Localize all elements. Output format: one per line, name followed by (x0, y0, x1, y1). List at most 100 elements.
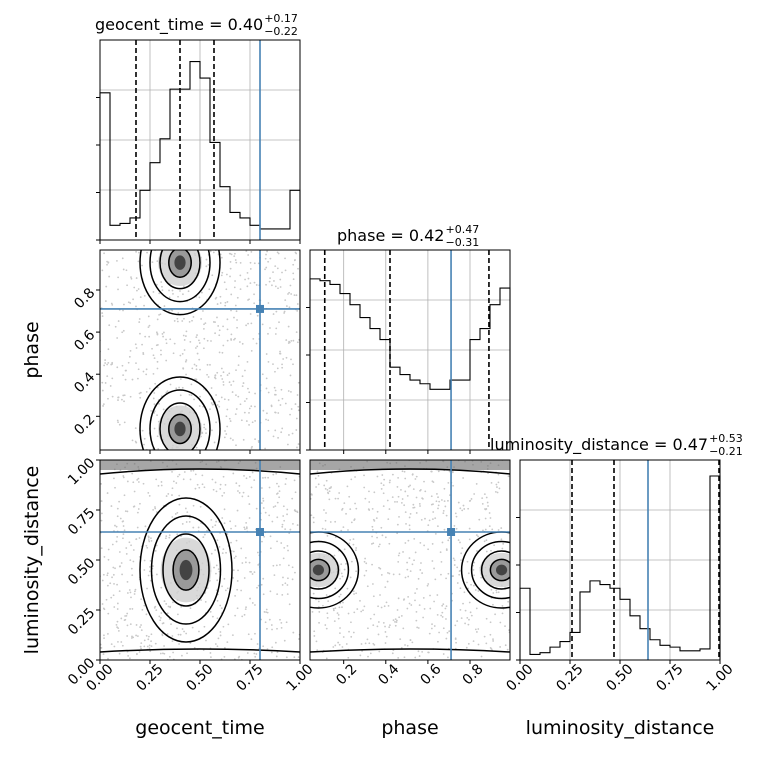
scatter-point (250, 250, 253, 253)
scatter-point (265, 418, 267, 421)
scatter-point (198, 486, 201, 489)
scatter-point (251, 573, 254, 575)
scatter-point (113, 477, 115, 480)
scatter-point (195, 336, 198, 339)
scatter-point (228, 381, 231, 384)
scatter-point (474, 628, 477, 631)
scatter-point (226, 587, 229, 590)
scatter-point (260, 502, 263, 504)
scatter-point (201, 474, 204, 477)
scatter-point (414, 478, 417, 480)
scatter-point (318, 621, 320, 624)
scatter-point (474, 589, 477, 591)
scatter-point (475, 631, 478, 633)
scatter-point (103, 364, 106, 367)
scatter-point (290, 390, 292, 393)
scatter-point (178, 473, 181, 476)
scatter-point (360, 610, 363, 613)
scatter-point (191, 626, 194, 629)
scatter-point (403, 656, 406, 659)
scatter-point (495, 483, 498, 486)
scatter-point (195, 378, 198, 381)
scatter-point (378, 566, 380, 569)
scatter-point (255, 284, 258, 286)
scatter-point (232, 577, 234, 579)
scatter-point (161, 285, 163, 288)
scatter-point (223, 398, 226, 401)
scatter-point (155, 478, 158, 481)
scatter-point (506, 648, 509, 651)
scatter-point (313, 635, 316, 637)
scatter-point (452, 557, 455, 560)
scatter-point (216, 303, 219, 305)
scatter-point (156, 360, 159, 363)
scatter-point (181, 352, 184, 355)
scatter-point (160, 481, 163, 483)
scatter-point (282, 576, 284, 579)
scatter-point (294, 251, 297, 254)
scatter-point (156, 260, 159, 263)
scatter-point (386, 499, 389, 502)
density-shade (495, 564, 508, 576)
scatter-point (215, 296, 218, 299)
scatter-point (442, 603, 445, 606)
scatter-point (378, 650, 381, 653)
scatter-point (371, 507, 374, 510)
scatter-point (221, 351, 224, 354)
scatter-point (223, 577, 226, 580)
contour-line (139, 376, 221, 450)
scatter-point (235, 261, 238, 264)
scatter-point (382, 492, 385, 495)
scatter-point (123, 494, 126, 497)
scatter-point (156, 414, 158, 417)
scatter-point (429, 607, 432, 610)
scatter-point (130, 567, 133, 570)
scatter-point (290, 358, 292, 361)
scatter-point (484, 517, 487, 520)
scatter-point (274, 505, 277, 508)
scatter-point (280, 431, 283, 434)
scatter-point (194, 473, 197, 476)
scatter-point (415, 475, 418, 478)
scatter-point (317, 600, 320, 603)
scatter-point (103, 637, 105, 640)
scatter-point (483, 540, 486, 543)
scatter-point (481, 497, 484, 500)
scatter-point (127, 361, 130, 364)
scatter-point (411, 563, 414, 566)
scatter-point (135, 277, 138, 279)
scatter-point (412, 506, 415, 509)
scatter-point (163, 652, 166, 655)
scatter-point (122, 520, 125, 523)
scatter-point (279, 352, 282, 355)
scatter-point (233, 255, 236, 258)
scatter-point (398, 552, 401, 555)
scatter-point (156, 435, 159, 438)
scatter-point (240, 419, 243, 422)
scatter-point (295, 331, 298, 334)
scatter-point (267, 360, 270, 363)
scatter-point (382, 621, 385, 624)
scatter-point (407, 595, 410, 598)
scatter-point (397, 554, 400, 557)
scatter-point (472, 640, 475, 642)
scatter-point (329, 487, 332, 489)
scatter-point (488, 512, 491, 514)
scatter-point (500, 527, 503, 529)
scatter-point (157, 447, 160, 450)
scatter-point (433, 625, 436, 627)
scatter-point (394, 500, 396, 503)
scatter-point (326, 535, 329, 537)
scatter-point (179, 290, 181, 292)
scatter-point (107, 657, 109, 660)
scatter-point (333, 554, 336, 557)
scatter-point (220, 256, 223, 259)
scatter-point (181, 628, 184, 630)
scatter-point (414, 656, 417, 659)
scatter-point (193, 363, 196, 366)
scatter-point (460, 552, 463, 555)
scatter-point (247, 387, 249, 390)
scatter-point (179, 354, 182, 357)
scatter-point (176, 511, 179, 514)
scatter-point (336, 612, 339, 615)
